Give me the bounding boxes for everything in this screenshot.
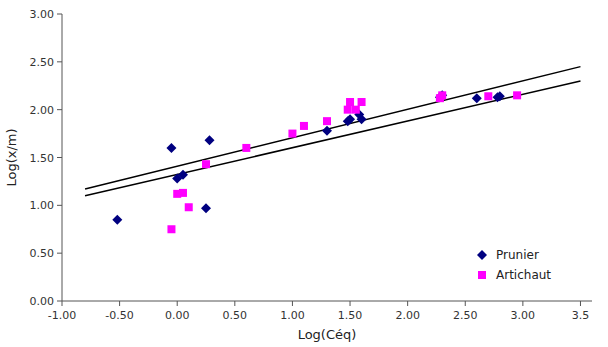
point: [300, 122, 308, 130]
y-tick-label: 0.00: [30, 295, 55, 308]
y-tick: [57, 61, 62, 62]
x-tick-label: 0.50: [223, 309, 248, 322]
x-tick: [407, 301, 408, 306]
x-tick: [177, 301, 178, 306]
point: [495, 91, 505, 101]
point: [112, 215, 122, 225]
point: [438, 91, 446, 99]
x-tick-label: 1.00: [280, 309, 305, 322]
x-tick: [234, 301, 235, 306]
point: [352, 106, 360, 114]
trend-line: [85, 67, 580, 189]
point: [288, 130, 296, 138]
y-tick-label: 2.50: [30, 56, 55, 69]
y-tick-label: 1.00: [30, 199, 55, 212]
point: [178, 170, 188, 180]
trend-line: [85, 81, 580, 196]
y-tick: [57, 205, 62, 206]
legend-label: Artichaut: [496, 268, 551, 282]
y-tick-label: 2.00: [30, 104, 55, 117]
point: [202, 160, 210, 168]
y-tick-label: 3.00: [30, 8, 55, 21]
x-axis-label: Log(Céq): [298, 327, 357, 342]
point: [185, 203, 193, 211]
x-axis-line: [62, 301, 592, 302]
y-axis-label: Log(x/m): [4, 128, 19, 186]
point: [344, 106, 352, 114]
point: [166, 143, 176, 153]
chart: -1.00 -0.50 0.00 0.50 1.00 1.50 2.00 2.50 3.00 3.…: [0, 0, 608, 347]
legend-label: Prunier: [496, 248, 539, 262]
x-tick-label: -0.50: [105, 309, 133, 322]
y-tick: [57, 253, 62, 254]
point: [346, 98, 354, 106]
x-tick: [465, 301, 466, 306]
plot-area: [85, 67, 580, 234]
y-tick: [57, 157, 62, 158]
x-tick: [119, 301, 120, 306]
y-axis: 0.00 0.50 1.00 1.50 2.00 2.50 3.00: [30, 8, 63, 308]
point: [204, 135, 214, 145]
x-tick: [350, 301, 351, 306]
y-axis-line: [62, 14, 63, 301]
point: [437, 90, 447, 100]
x-tick-label: 2.50: [453, 309, 478, 322]
legend-swatch: [477, 250, 487, 260]
x-tick-label: 3.5: [572, 309, 590, 322]
point: [358, 98, 366, 106]
x-axis: -1.00 -0.50 0.00 0.50 1.00 1.50 2.00 2.50 3.00 3.…: [48, 301, 592, 322]
point: [167, 225, 175, 233]
x-tick-label: 1.50: [338, 309, 363, 322]
x-tick-label: 2.00: [395, 309, 420, 322]
x-tick-label: -1.00: [48, 309, 76, 322]
y-tick: [57, 14, 62, 15]
point: [179, 189, 187, 197]
point: [323, 117, 331, 125]
point: [357, 114, 367, 124]
x-tick-label: 0.00: [165, 309, 190, 322]
y-tick-label: 1.50: [30, 152, 55, 165]
x-tick: [522, 301, 523, 306]
x-tick-label: 3.00: [511, 309, 536, 322]
x-tick: [292, 301, 293, 306]
point: [242, 144, 250, 152]
point: [472, 93, 482, 103]
point: [484, 92, 492, 100]
y-tick-label: 0.50: [30, 247, 55, 260]
point: [322, 126, 332, 136]
point: [345, 114, 355, 124]
y-tick: [57, 301, 62, 302]
point: [201, 203, 211, 213]
x-tick: [62, 301, 63, 306]
x-tick: [580, 301, 581, 306]
point: [513, 91, 521, 99]
y-tick: [57, 109, 62, 110]
legend-swatch: [478, 271, 486, 279]
legend: Prunier Artichaut: [477, 248, 551, 282]
